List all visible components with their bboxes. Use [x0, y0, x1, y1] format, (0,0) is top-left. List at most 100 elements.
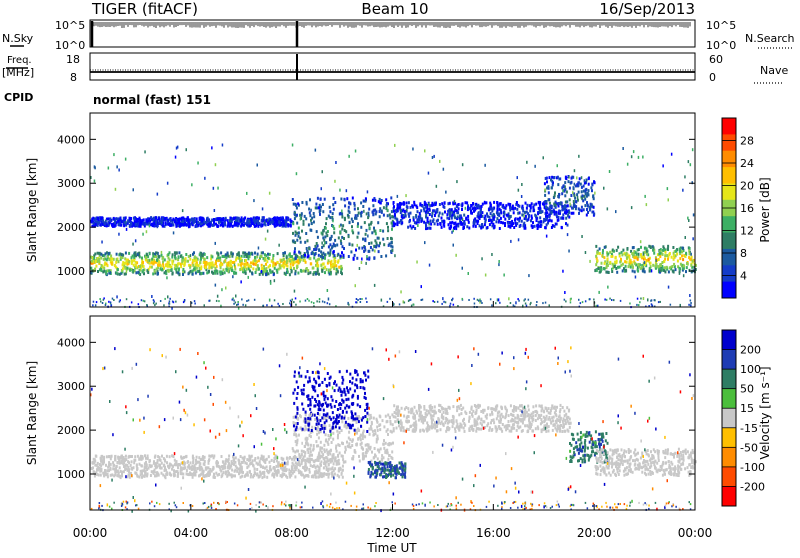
power-cell — [135, 223, 137, 226]
power-noise-cell — [693, 213, 695, 216]
power-nearrange-cell — [233, 303, 235, 305]
power-cell — [430, 223, 432, 226]
power-cell — [170, 224, 172, 227]
power-cell — [287, 271, 289, 274]
power-noise-cell — [622, 147, 624, 150]
power-noise-cell — [484, 164, 486, 167]
power-cell — [624, 260, 626, 263]
power-nearrange-cell — [525, 303, 527, 305]
velocity-cell — [282, 467, 284, 470]
power-cell — [285, 216, 287, 219]
power-nearrange-cell — [526, 305, 528, 307]
velocity-cell — [344, 425, 346, 428]
power-noise-cell — [585, 251, 587, 254]
power-cell — [294, 250, 296, 253]
power-noise-cell — [94, 180, 96, 183]
power-cell — [287, 265, 289, 268]
velocity-cell — [247, 474, 249, 477]
velocity-cell — [385, 415, 387, 418]
power-cell — [679, 257, 681, 260]
power-cell — [284, 251, 286, 254]
power-cell — [125, 262, 127, 265]
power-cell — [171, 221, 173, 224]
power-cell — [633, 256, 635, 259]
velocity-cell — [296, 450, 298, 453]
power-cell — [548, 208, 550, 211]
velocity-cell — [286, 476, 288, 479]
power-cell — [322, 263, 324, 266]
power-cell — [385, 254, 387, 257]
power-cell — [673, 254, 675, 257]
power-cell — [581, 190, 583, 193]
power-noise-cell — [671, 153, 673, 156]
power-cell — [420, 209, 422, 212]
velocity-cell — [140, 470, 142, 473]
power-cell — [154, 270, 156, 273]
power-cell — [196, 225, 198, 228]
power-noise-cell — [387, 209, 389, 212]
velocity-cell — [133, 459, 135, 462]
power-cell — [235, 222, 237, 225]
velocity-cell — [326, 449, 328, 452]
power-nearrange-cell — [194, 303, 196, 305]
power-cell — [566, 200, 568, 203]
velocity-cell — [293, 456, 295, 459]
power-cell — [204, 262, 206, 265]
power-cell — [363, 250, 365, 253]
velocity-cell — [310, 435, 312, 438]
power-cell — [194, 267, 196, 270]
velocity-cell — [184, 463, 186, 466]
freq-panel — [90, 53, 695, 80]
power-cell — [675, 268, 677, 271]
power-cell — [102, 270, 104, 273]
velocity-cell — [341, 442, 343, 445]
power-nearrange-cell — [361, 298, 363, 300]
velocity-cell — [251, 455, 253, 458]
power-cell — [122, 267, 124, 270]
power-cell — [622, 249, 624, 252]
power-cell — [129, 217, 131, 220]
power-noise-cell — [568, 176, 570, 179]
power-nearrange-cell — [95, 304, 97, 306]
power-cell — [550, 212, 552, 215]
power-nearrange-cell — [604, 299, 606, 301]
velocity-cell — [387, 428, 389, 431]
power-cell — [114, 221, 116, 224]
velocity-cell — [304, 451, 306, 454]
velocity-cell — [313, 460, 315, 463]
power-noise-cell — [215, 242, 217, 245]
power-cell — [149, 252, 151, 255]
velocity-cell — [372, 434, 374, 437]
power-cell — [307, 255, 309, 258]
velocity-cell — [97, 466, 99, 469]
power-cell — [649, 267, 651, 270]
power-cell — [580, 183, 582, 186]
velocity-cell — [231, 469, 233, 472]
power-cell — [106, 262, 108, 265]
power-cell — [606, 265, 608, 268]
velocity-cell — [147, 455, 149, 458]
power-cell — [467, 215, 469, 218]
power-cell — [401, 202, 403, 205]
velocity-cell — [295, 468, 297, 471]
power-cell — [358, 232, 360, 235]
power-cell — [155, 220, 157, 223]
power-cell — [221, 221, 223, 224]
power-cell — [555, 223, 557, 226]
power-cell — [652, 249, 654, 252]
velocity-cell — [107, 469, 109, 472]
velocity-cell — [324, 450, 326, 453]
power-cell — [325, 222, 327, 225]
power-noise-cell — [521, 195, 523, 198]
power-nearrange-cell — [660, 301, 662, 303]
power-cell — [124, 267, 126, 270]
velocity-cell — [329, 424, 331, 427]
power-cell — [572, 212, 574, 215]
power-nearrange-cell — [313, 302, 315, 304]
velocity-cell — [272, 472, 274, 475]
power-cell — [391, 210, 393, 213]
power-cell — [239, 260, 241, 263]
power-cell — [300, 269, 302, 272]
power-cell — [567, 224, 569, 227]
